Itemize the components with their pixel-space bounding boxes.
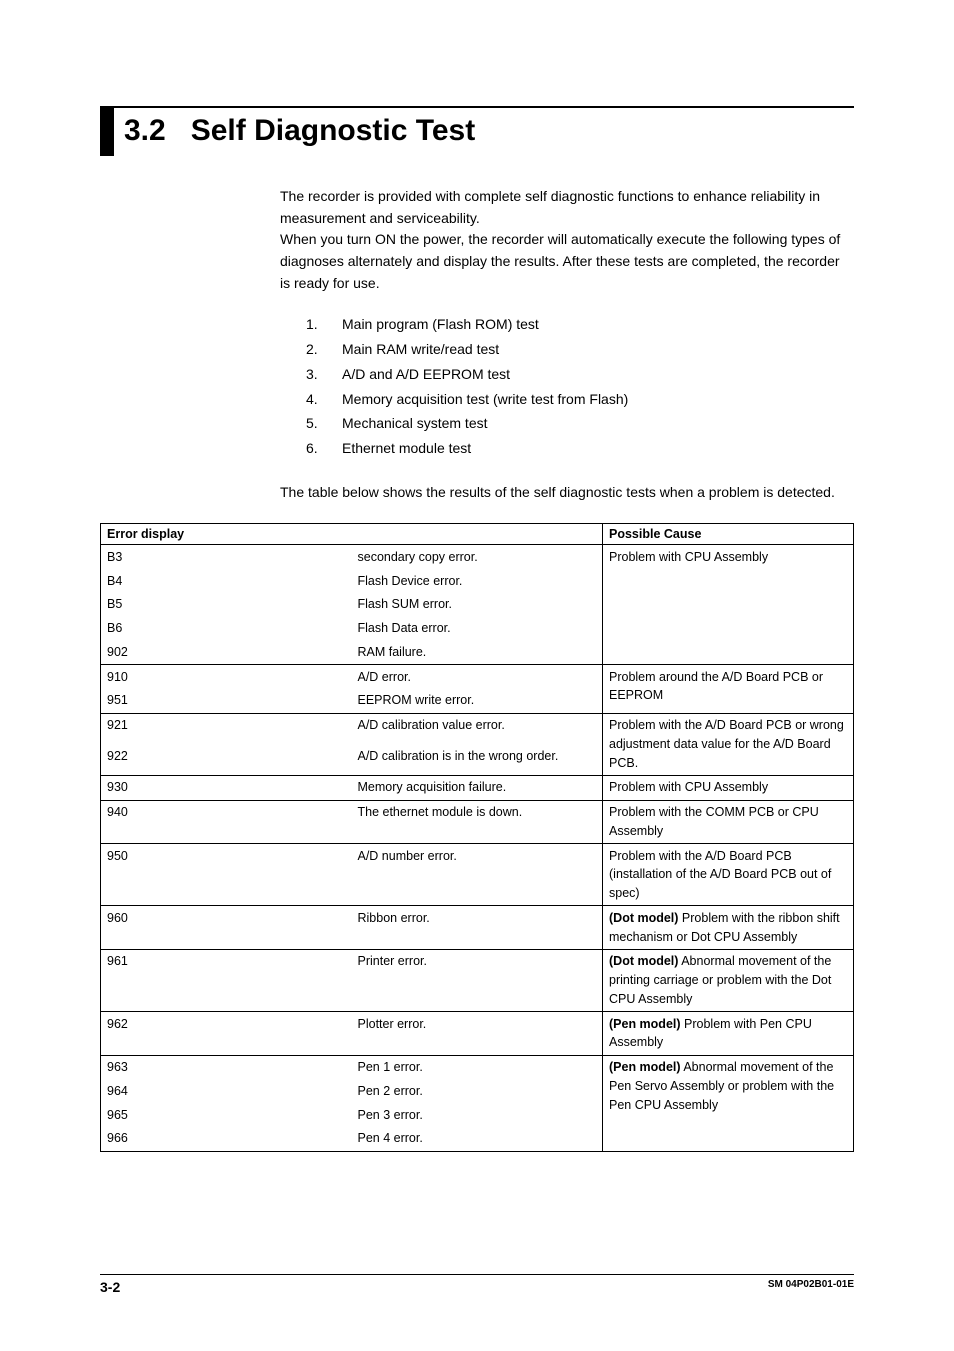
- error-code: 965: [101, 1103, 352, 1127]
- error-code: 930: [101, 775, 352, 800]
- step-item: 2.Main RAM write/read test: [306, 339, 844, 361]
- table-row: B3secondary copy error.Problem with CPU …: [101, 545, 854, 569]
- error-code: 922: [101, 744, 352, 775]
- step-text: Mechanical system test: [342, 413, 488, 435]
- error-table-body: B3secondary copy error.Problem with CPU …: [101, 545, 854, 1151]
- possible-cause: Problem with the A/D Board PCB (installa…: [603, 844, 854, 906]
- table-header-error-display: Error display: [101, 524, 603, 545]
- step-number: 1.: [306, 314, 342, 336]
- heading-text: 3.2 Self Diagnostic Test: [114, 108, 475, 156]
- error-description: Printer error.: [352, 949, 603, 1011]
- table-row: 960Ribbon error.(Dot model) Problem with…: [101, 906, 854, 950]
- error-description: Flash Device error.: [352, 569, 603, 593]
- error-code: 940: [101, 800, 352, 844]
- step-number: 3.: [306, 364, 342, 386]
- error-code: 921: [101, 713, 352, 744]
- error-code: 960: [101, 906, 352, 950]
- intro-para-2: When you turn ON the power, the recorder…: [280, 229, 844, 294]
- error-code: B5: [101, 593, 352, 617]
- error-code: 950: [101, 844, 352, 906]
- possible-cause: (Pen model) Problem with Pen CPU Assembl…: [603, 1012, 854, 1056]
- step-item: 1.Main program (Flash ROM) test: [306, 314, 844, 336]
- intro-para-1: The recorder is provided with complete s…: [280, 186, 844, 229]
- table-lead-para: The table below shows the results of the…: [280, 482, 844, 504]
- error-code: 961: [101, 949, 352, 1011]
- possible-cause: (Dot model) Abnormal movement of the pri…: [603, 949, 854, 1011]
- error-description: Pen 2 error.: [352, 1079, 603, 1103]
- possible-cause: (Dot model) Problem with the ribbon shif…: [603, 906, 854, 950]
- error-description: Plotter error.: [352, 1012, 603, 1056]
- step-number: 4.: [306, 389, 342, 411]
- error-description: secondary copy error.: [352, 545, 603, 569]
- step-number: 5.: [306, 413, 342, 435]
- diagnostic-steps-list: 1.Main program (Flash ROM) test2.Main RA…: [306, 314, 844, 459]
- error-description: Flash SUM error.: [352, 593, 603, 617]
- error-code: B4: [101, 569, 352, 593]
- step-text: Main RAM write/read test: [342, 339, 499, 361]
- step-number: 6.: [306, 438, 342, 460]
- heading-title: Self Diagnostic Test: [191, 114, 476, 147]
- heading-number: 3.2: [124, 114, 166, 147]
- step-number: 2.: [306, 339, 342, 361]
- error-description: The ethernet module is down.: [352, 800, 603, 844]
- error-code: B6: [101, 617, 352, 641]
- possible-cause: Problem with CPU Assembly: [603, 775, 854, 800]
- possible-cause: Problem with the COMM PCB or CPU Assembl…: [603, 800, 854, 844]
- step-item: 5.Mechanical system test: [306, 413, 844, 435]
- table-row: 940The ethernet module is down.Problem w…: [101, 800, 854, 844]
- error-description: Flash Data error.: [352, 617, 603, 641]
- table-row: 961Printer error.(Dot model) Abnormal mo…: [101, 949, 854, 1011]
- error-description: A/D number error.: [352, 844, 603, 906]
- page-footer: 3-2 SM 04P02B01-01E: [100, 1274, 854, 1295]
- heading-accent-bar: [100, 108, 114, 156]
- table-row: 950A/D number error.Problem with the A/D…: [101, 844, 854, 906]
- error-description: Pen 1 error.: [352, 1055, 603, 1079]
- step-text: Ethernet module test: [342, 438, 471, 460]
- error-code: 963: [101, 1055, 352, 1079]
- section-heading: 3.2 Self Diagnostic Test: [100, 106, 854, 156]
- table-row: 921A/D calibration value error.Problem w…: [101, 713, 854, 744]
- step-item: 4.Memory acquisition test (write test fr…: [306, 389, 844, 411]
- table-row: 930Memory acquisition failure.Problem wi…: [101, 775, 854, 800]
- possible-cause: Problem with CPU Assembly: [603, 545, 854, 665]
- error-description: Pen 3 error.: [352, 1103, 603, 1127]
- error-code: 966: [101, 1127, 352, 1151]
- step-text: Main program (Flash ROM) test: [342, 314, 539, 336]
- step-text: Memory acquisition test (write test from…: [342, 389, 628, 411]
- error-code: 910: [101, 665, 352, 689]
- error-table: Error display Possible Cause B3secondary…: [100, 523, 854, 1151]
- table-row: 963Pen 1 error.(Pen model) Abnormal move…: [101, 1055, 854, 1079]
- table-header-possible-cause: Possible Cause: [603, 524, 854, 545]
- table-row: 910A/D error.Problem around the A/D Boar…: [101, 665, 854, 689]
- error-description: A/D calibration value error.: [352, 713, 603, 744]
- step-text: A/D and A/D EEPROM test: [342, 364, 510, 386]
- error-description: RAM failure.: [352, 640, 603, 664]
- error-code: 962: [101, 1012, 352, 1056]
- possible-cause: Problem around the A/D Board PCB or EEPR…: [603, 665, 854, 714]
- step-item: 3.A/D and A/D EEPROM test: [306, 364, 844, 386]
- error-description: A/D error.: [352, 665, 603, 689]
- error-description: Ribbon error.: [352, 906, 603, 950]
- error-description: A/D calibration is in the wrong order.: [352, 744, 603, 775]
- error-code: 964: [101, 1079, 352, 1103]
- error-code: B3: [101, 545, 352, 569]
- document-id: SM 04P02B01-01E: [768, 1279, 854, 1290]
- page-number: 3-2: [100, 1279, 120, 1295]
- error-description: Pen 4 error.: [352, 1127, 603, 1151]
- error-code: 902: [101, 640, 352, 664]
- step-item: 6.Ethernet module test: [306, 438, 844, 460]
- possible-cause: (Pen model) Abnormal movement of the Pen…: [603, 1055, 854, 1151]
- error-description: EEPROM write error.: [352, 689, 603, 713]
- error-code: 951: [101, 689, 352, 713]
- error-description: Memory acquisition failure.: [352, 775, 603, 800]
- possible-cause: Problem with the A/D Board PCB or wrong …: [603, 713, 854, 775]
- table-row: 962Plotter error.(Pen model) Problem wit…: [101, 1012, 854, 1056]
